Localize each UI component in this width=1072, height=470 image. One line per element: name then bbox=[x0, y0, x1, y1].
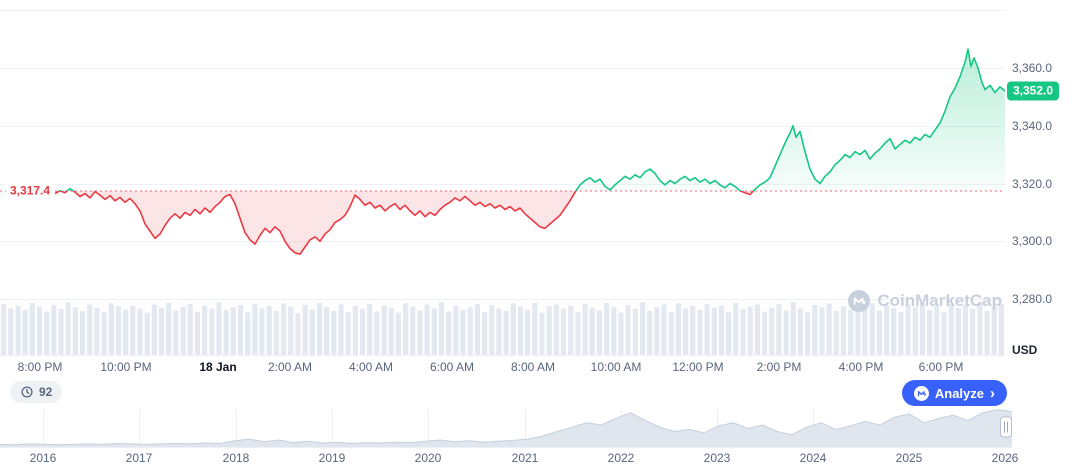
coinmarketcap-logo-icon bbox=[913, 385, 929, 401]
price-area-fills bbox=[55, 49, 1005, 255]
price-line bbox=[54, 48, 1005, 255]
gridlines bbox=[0, 10, 1005, 356]
navigator-handle[interactable] bbox=[1000, 416, 1012, 438]
candle-countdown-badge: 92 bbox=[10, 381, 63, 403]
analyze-button[interactable]: Analyze › bbox=[901, 380, 1007, 406]
candle-countdown-value: 92 bbox=[39, 385, 53, 399]
volume-bars bbox=[1, 302, 1004, 356]
clock-icon bbox=[21, 386, 33, 398]
chevron-right-icon: › bbox=[990, 384, 995, 402]
analyze-label: Analyze bbox=[934, 385, 984, 401]
timeline-navigator[interactable] bbox=[0, 409, 1013, 448]
